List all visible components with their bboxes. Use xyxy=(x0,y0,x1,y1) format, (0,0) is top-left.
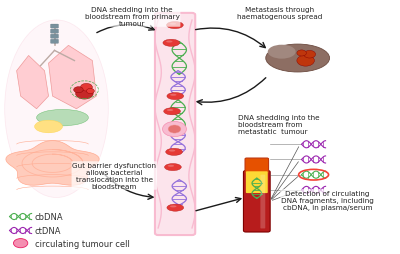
Text: Detection of circulating
DNA fragments, including
cbDNA, in plasma/serum: Detection of circulating DNA fragments, … xyxy=(281,190,374,210)
Ellipse shape xyxy=(268,45,296,59)
Circle shape xyxy=(297,56,314,67)
FancyBboxPatch shape xyxy=(246,172,268,193)
Ellipse shape xyxy=(5,21,108,198)
Circle shape xyxy=(162,122,186,137)
Circle shape xyxy=(80,84,92,92)
Ellipse shape xyxy=(164,108,180,115)
Text: Metastasis through
haematogenous spread: Metastasis through haematogenous spread xyxy=(237,7,322,20)
Text: ctDNA: ctDNA xyxy=(34,226,61,235)
Text: cbDNA: cbDNA xyxy=(34,212,63,221)
Ellipse shape xyxy=(34,121,62,133)
FancyBboxPatch shape xyxy=(245,158,268,173)
FancyBboxPatch shape xyxy=(50,30,58,34)
Circle shape xyxy=(304,51,316,59)
Circle shape xyxy=(168,125,181,134)
FancyBboxPatch shape xyxy=(155,14,195,235)
Polygon shape xyxy=(48,46,96,109)
Circle shape xyxy=(74,87,83,93)
FancyBboxPatch shape xyxy=(244,171,270,232)
Text: Gut barrier dysfunction
allows bacterial
translocation into the
bloodstream: Gut barrier dysfunction allows bacterial… xyxy=(72,162,156,189)
Ellipse shape xyxy=(166,22,183,29)
Polygon shape xyxy=(6,141,99,185)
Ellipse shape xyxy=(168,165,174,167)
Ellipse shape xyxy=(169,150,175,152)
Text: DNA shedding into the
bloodstream from primary
tumour: DNA shedding into the bloodstream from p… xyxy=(85,7,180,27)
Ellipse shape xyxy=(164,164,181,171)
Ellipse shape xyxy=(167,109,173,112)
Circle shape xyxy=(86,89,94,94)
Ellipse shape xyxy=(170,94,176,97)
Ellipse shape xyxy=(166,41,172,43)
Polygon shape xyxy=(17,56,48,109)
Circle shape xyxy=(76,89,93,100)
Circle shape xyxy=(14,239,28,248)
Circle shape xyxy=(297,51,306,57)
Text: circulating tumour cell: circulating tumour cell xyxy=(34,239,130,248)
FancyBboxPatch shape xyxy=(50,35,58,39)
FancyBboxPatch shape xyxy=(50,40,58,44)
FancyBboxPatch shape xyxy=(260,175,265,229)
FancyBboxPatch shape xyxy=(50,25,58,29)
Ellipse shape xyxy=(167,204,184,211)
Ellipse shape xyxy=(167,93,184,100)
Ellipse shape xyxy=(170,24,176,26)
Text: DNA shedding into the
bloodstream from
metastatic  tumour: DNA shedding into the bloodstream from m… xyxy=(238,114,320,134)
Ellipse shape xyxy=(163,40,180,47)
Ellipse shape xyxy=(170,205,176,208)
Ellipse shape xyxy=(166,149,182,156)
Ellipse shape xyxy=(266,45,330,73)
Ellipse shape xyxy=(36,110,88,126)
